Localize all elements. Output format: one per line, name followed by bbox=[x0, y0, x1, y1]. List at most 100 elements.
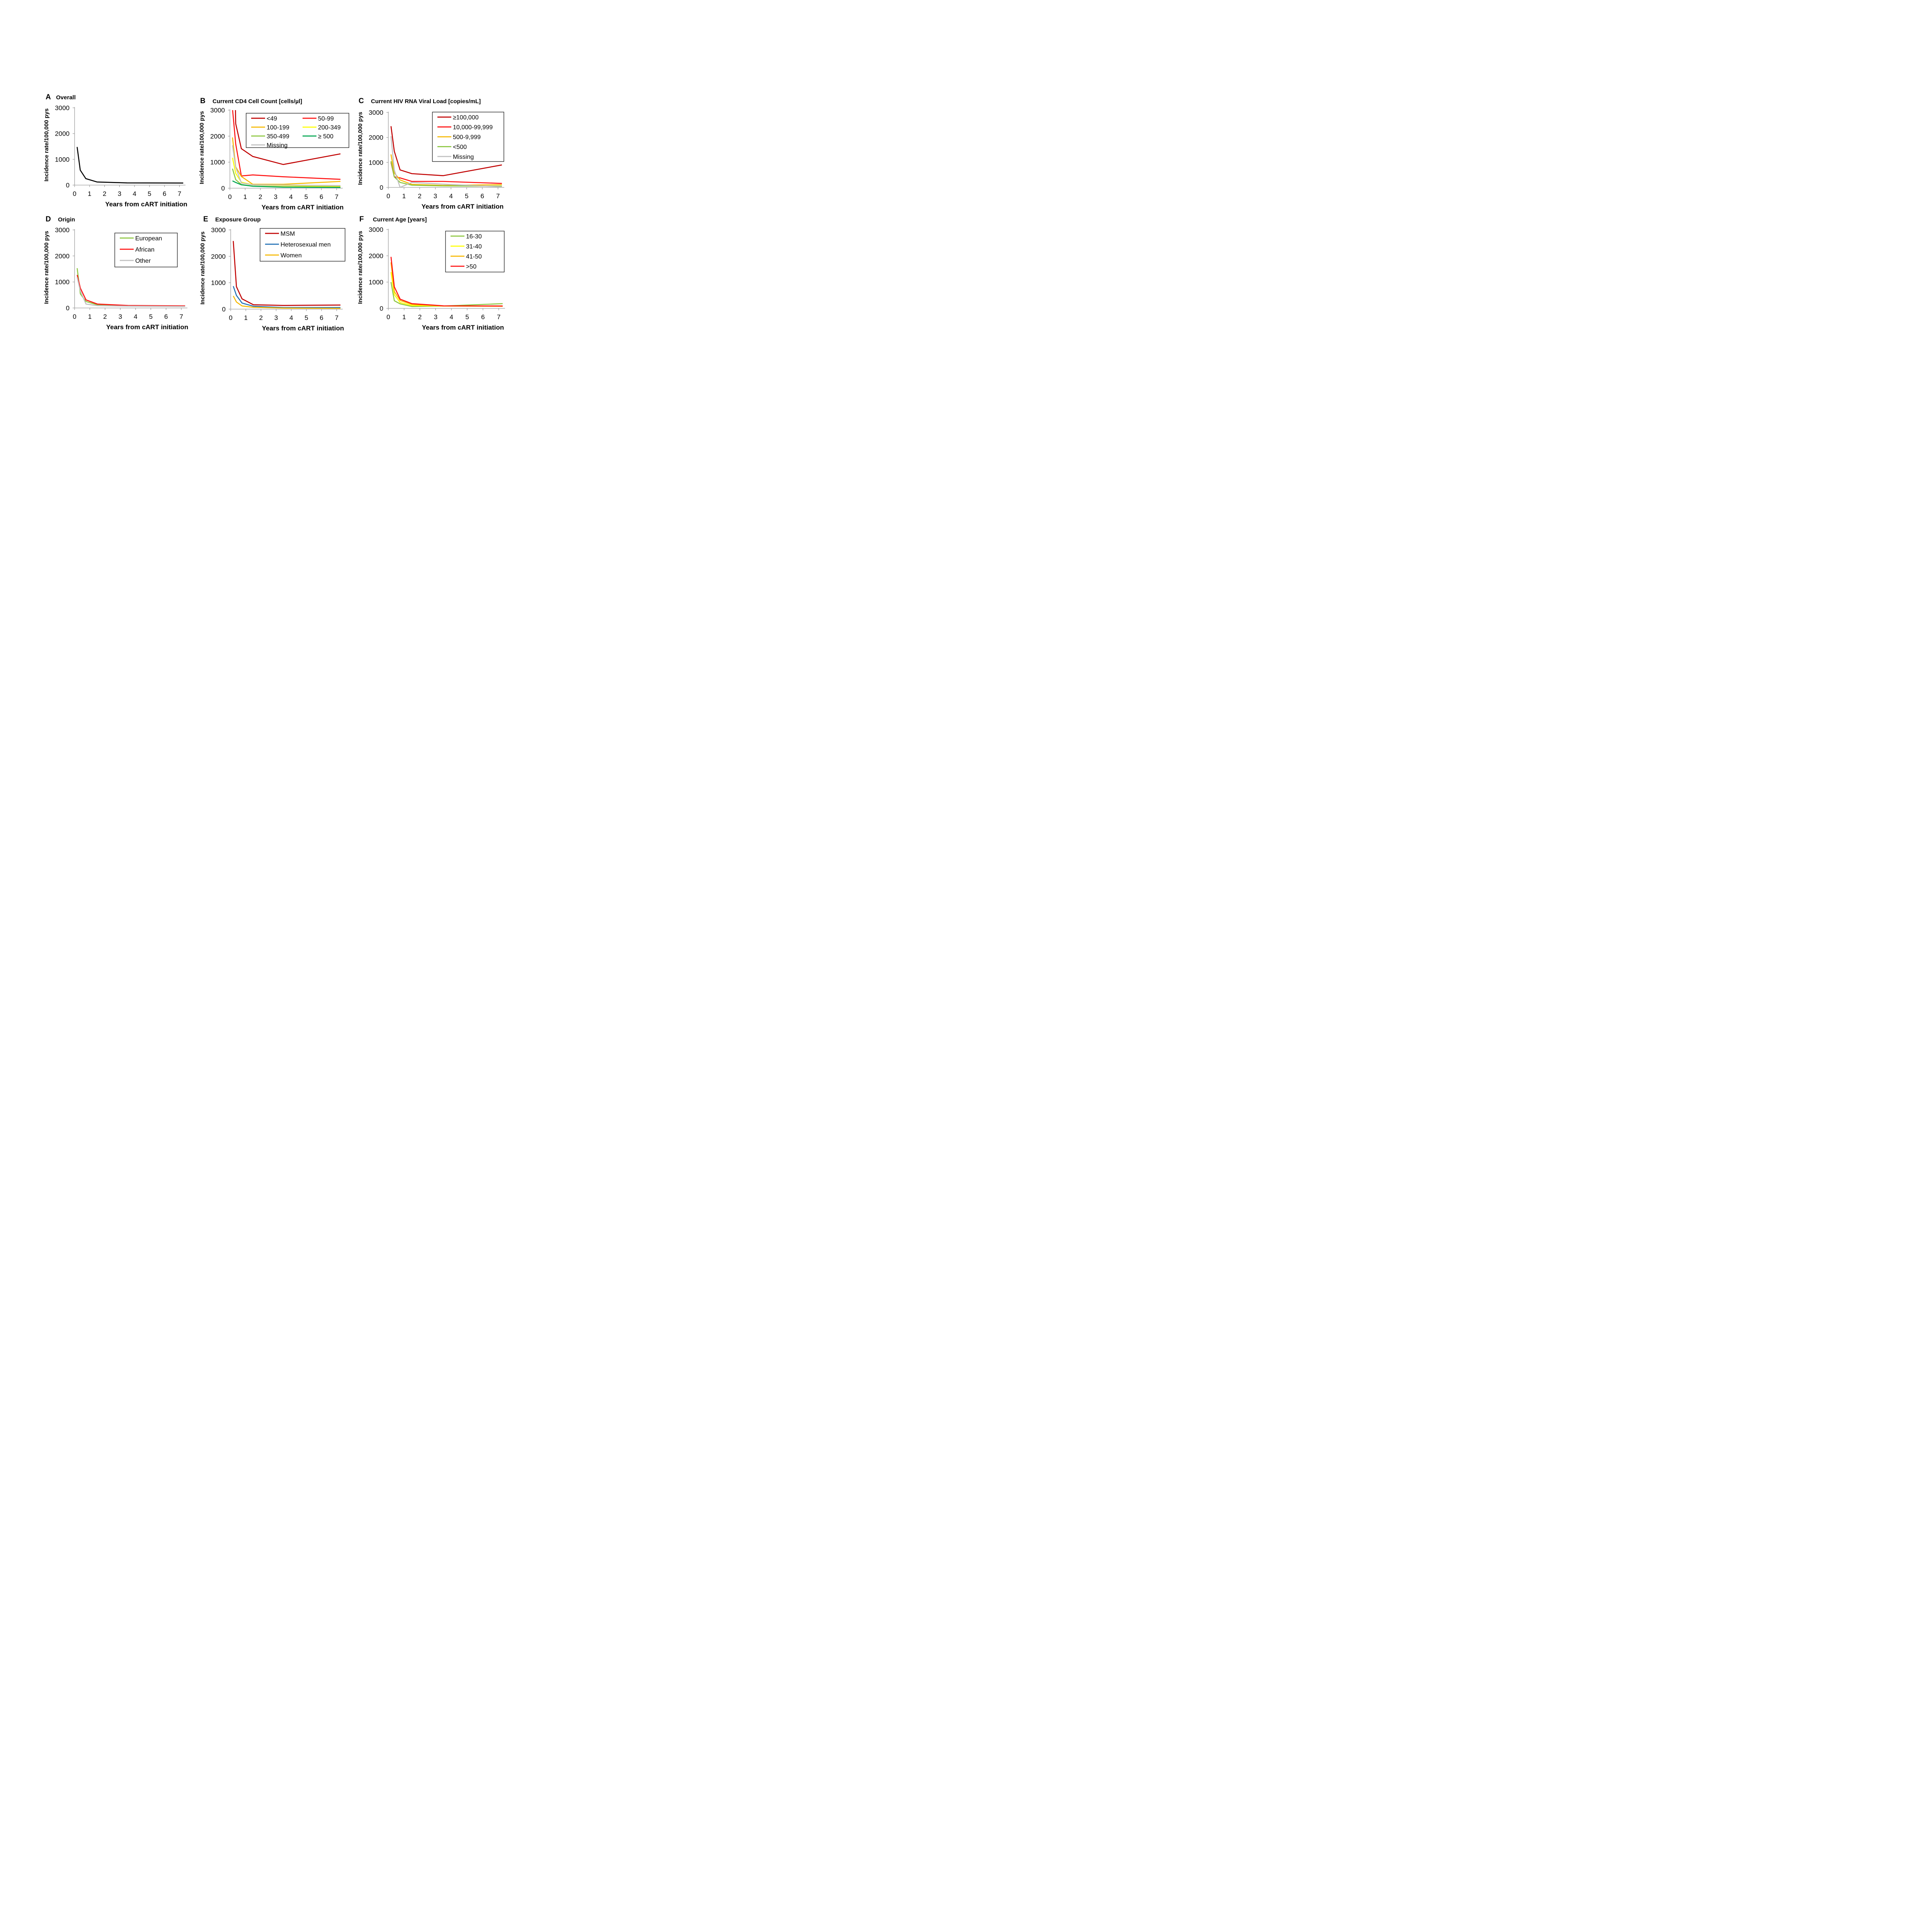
series-line-missing bbox=[232, 145, 341, 186]
series-line-500 bbox=[232, 180, 341, 188]
x-tick-label: 1 bbox=[402, 192, 406, 200]
legend-label: Other bbox=[135, 258, 151, 264]
y-tick-label: 0 bbox=[66, 182, 70, 189]
panel-letter: D bbox=[46, 215, 51, 223]
x-tick-label: 1 bbox=[243, 193, 247, 201]
x-tick-label: 0 bbox=[73, 313, 76, 320]
legend-label: 41-50 bbox=[466, 253, 482, 260]
legend-label: European bbox=[135, 235, 162, 242]
panel-d: D Origin 0 1000 2000 3000 0 1 2 3 4 5 6 7 Years from c… bbox=[43, 215, 188, 331]
x-tick-label: 4 bbox=[449, 192, 452, 200]
series-line-heterosexual-men bbox=[233, 286, 341, 308]
y-tick-label: 1000 bbox=[369, 159, 383, 166]
panel-f: F Current Age [years] 0 1000 2000 3000 0 1 2 3 4 5 6… bbox=[357, 215, 505, 331]
legend-label: 50-99 bbox=[318, 116, 334, 122]
panel-title: Current CD4 Cell Count [cells/µl] bbox=[213, 98, 302, 105]
x-tick-label: 2 bbox=[259, 193, 262, 201]
legend: <49 50-99 100-199 200-349 350-499 ≥ 500 Missin… bbox=[246, 113, 349, 149]
series-line-women bbox=[233, 296, 341, 309]
x-axis-label: Years from cART initiation bbox=[422, 203, 504, 210]
legend-label: ≥ 500 bbox=[318, 133, 333, 140]
series-group bbox=[77, 147, 184, 184]
x-tick-label: 6 bbox=[481, 313, 485, 321]
x-tick-label: 7 bbox=[335, 314, 338, 321]
x-tick-label: 1 bbox=[402, 313, 406, 321]
x-tick-label: 1 bbox=[88, 313, 92, 320]
series-group bbox=[390, 257, 503, 307]
x-tick-label: 2 bbox=[418, 192, 421, 200]
y-axis-label: Incidence rate/100,000 pys bbox=[357, 231, 364, 304]
legend-box bbox=[246, 113, 349, 148]
x-tick-label: 2 bbox=[259, 314, 263, 321]
legend-label: 16-30 bbox=[466, 233, 482, 240]
panel-letter: F bbox=[359, 215, 364, 223]
legend-label: Heterosexual men bbox=[281, 242, 331, 248]
y-axis-label: Incidence rate/100,000 pys bbox=[43, 108, 50, 181]
y-tick-label: 3000 bbox=[369, 109, 383, 116]
x-tick-label: 3 bbox=[434, 313, 437, 321]
x-tick-label: 3 bbox=[119, 313, 122, 320]
y-axis-label: Incidence rate/100,000 pys bbox=[199, 231, 206, 304]
y-tick-label: 1000 bbox=[55, 279, 70, 286]
x-tick-label: 4 bbox=[450, 313, 453, 321]
x-tick-label: 5 bbox=[304, 193, 308, 201]
x-tick-label: 6 bbox=[481, 192, 484, 200]
legend-label: Missing bbox=[453, 154, 474, 160]
x-tick-label: 3 bbox=[118, 190, 121, 197]
x-axis-label: Years from cART initiation bbox=[262, 325, 344, 332]
series-line-african bbox=[77, 275, 185, 306]
legend-box bbox=[114, 233, 178, 267]
panel-e: E Exposure Group 0 1000 2000 3000 0 1 2 3 4 5 6 7 Year… bbox=[199, 215, 345, 332]
x-tick-label: 4 bbox=[133, 190, 136, 197]
x-tick-label: 7 bbox=[179, 313, 183, 320]
x-tick-label: 7 bbox=[178, 190, 181, 197]
y-tick-label: 3000 bbox=[369, 226, 383, 233]
series-line-european bbox=[77, 268, 185, 307]
panel-letter: A bbox=[46, 93, 51, 101]
legend-label: 10,000-99,999 bbox=[453, 124, 493, 131]
legend-label: 350-499 bbox=[267, 133, 289, 140]
x-axis-label: Years from cART initiation bbox=[422, 324, 504, 331]
x-tick-label: 0 bbox=[73, 190, 76, 197]
x-tick-label: 6 bbox=[164, 313, 168, 320]
x-tick-label: 0 bbox=[229, 314, 232, 321]
x-tick-label: 5 bbox=[304, 314, 308, 321]
series-line-500 bbox=[390, 161, 502, 187]
y-tick-label: 1000 bbox=[210, 159, 225, 166]
series-line-31-40 bbox=[390, 272, 503, 307]
y-axis-label: Incidence rate/100,000 pys bbox=[199, 111, 205, 184]
x-tick-label: 7 bbox=[497, 313, 500, 321]
x-tick-label: 0 bbox=[386, 192, 390, 200]
legend: 16-30 31-40 41-50 >50 bbox=[445, 231, 505, 272]
y-tick-label: 1000 bbox=[55, 156, 70, 163]
x-axis-label: Years from cART initiation bbox=[106, 323, 189, 331]
panel-title: Current Age [years] bbox=[373, 216, 427, 223]
y-tick-label: 3000 bbox=[55, 226, 70, 234]
x-tick-label: 2 bbox=[103, 190, 106, 197]
panel-letter: E bbox=[203, 215, 208, 223]
panel-title: Overall bbox=[56, 94, 76, 101]
x-tick-label: 1 bbox=[244, 314, 247, 321]
x-tick-label: 0 bbox=[386, 313, 390, 321]
y-tick-label: 2000 bbox=[369, 134, 383, 141]
x-tick-label: 2 bbox=[103, 313, 107, 320]
panel-c: C Current HIV RNA Viral Load [copies/mL] 0… bbox=[357, 97, 504, 210]
legend-label: African bbox=[135, 247, 155, 253]
x-tick-label: 3 bbox=[274, 314, 278, 321]
y-axis-label: Incidence rate/100,000 pys bbox=[357, 112, 364, 185]
x-tick-label: 3 bbox=[274, 193, 277, 201]
panel-b: B Current CD4 Cell Count [cells/µl] 0 1000 2… bbox=[199, 97, 349, 211]
x-tick-label: 4 bbox=[289, 314, 293, 321]
x-tick-label: 5 bbox=[465, 313, 469, 321]
y-tick-label: 3000 bbox=[55, 104, 70, 112]
y-tick-label: 3000 bbox=[210, 107, 225, 114]
x-tick-label: 5 bbox=[149, 313, 153, 320]
series-line-49 bbox=[235, 110, 341, 165]
y-tick-label: 2000 bbox=[210, 133, 225, 140]
legend-label: 31-40 bbox=[466, 243, 482, 250]
y-tick-label: 0 bbox=[222, 306, 226, 313]
legend-label: 100-199 bbox=[267, 124, 289, 131]
legend-box bbox=[445, 231, 505, 272]
x-tick-label: 6 bbox=[320, 314, 323, 321]
legend-label: ≥100,000 bbox=[453, 114, 479, 121]
